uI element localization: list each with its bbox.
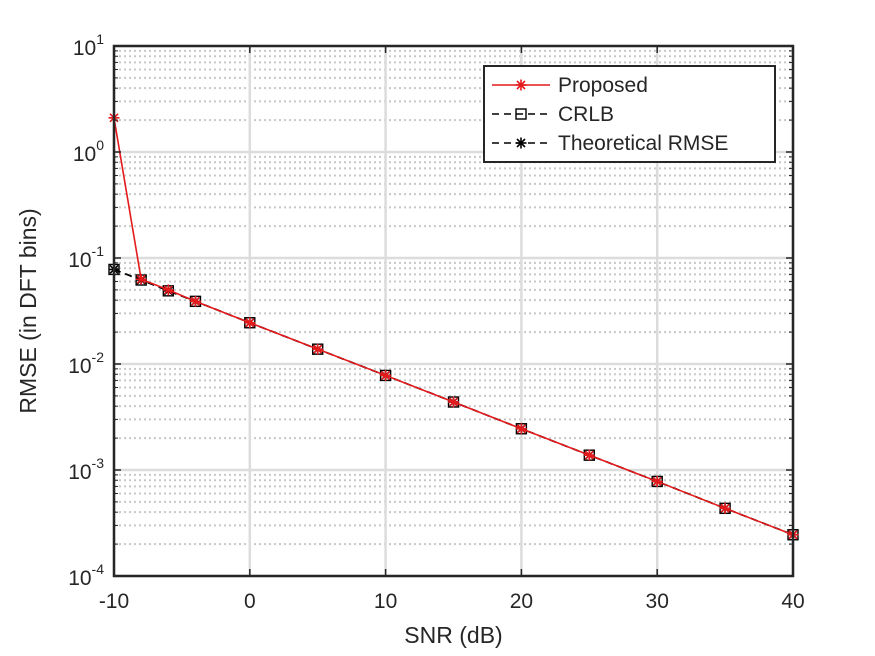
legend-sample-crlb bbox=[492, 108, 550, 120]
axis-ticks: -10 0 10 20 30 40 10-4 10-3 10-2 10-1 100 101 bbox=[68, 31, 804, 613]
legend-entry-crlb: CRLB bbox=[492, 103, 614, 126]
legend-label-proposed: Proposed bbox=[558, 74, 648, 97]
x-tick-label: 0 bbox=[244, 590, 256, 613]
data-point-proposed bbox=[312, 343, 324, 355]
data-point-proposed bbox=[448, 396, 459, 408]
data-point-proposed bbox=[719, 502, 731, 514]
legend-label-crlb: CRLB bbox=[558, 103, 614, 126]
series-proposed bbox=[108, 112, 799, 541]
legend-marker-sample bbox=[515, 137, 527, 149]
legend-sample-theoretical-rmse bbox=[492, 137, 550, 149]
data-point-proposed bbox=[380, 369, 392, 381]
legend-label-theoretical-rmse: Theoretical RMSE bbox=[558, 132, 728, 155]
data-point-proposed bbox=[651, 475, 663, 487]
legend: Proposed CRLB Theoretical RMSE bbox=[483, 65, 776, 163]
legend-entry-proposed: Proposed bbox=[492, 74, 648, 97]
data-point-proposed bbox=[162, 284, 174, 296]
x-tick-label: 20 bbox=[510, 590, 533, 613]
data-point-proposed bbox=[583, 449, 595, 461]
x-tick-label: 40 bbox=[781, 590, 804, 613]
y-tick-label: 10-2 bbox=[68, 349, 104, 378]
data-point-proposed bbox=[189, 295, 201, 307]
y-tick-label: 10-4 bbox=[68, 561, 104, 590]
y-tick-label: 10-1 bbox=[68, 243, 104, 272]
legend-marker-sample bbox=[515, 108, 527, 120]
x-axis-label: SNR (dB) bbox=[404, 622, 502, 648]
legend-sample-proposed bbox=[492, 79, 550, 91]
y-axis-label: RMSE (in DFT bins) bbox=[15, 208, 41, 413]
y-tick-label: 10-3 bbox=[68, 455, 104, 484]
legend-marker-sample bbox=[515, 79, 527, 91]
data-point-proposed bbox=[515, 423, 527, 435]
x-tick-label: 10 bbox=[374, 590, 397, 613]
data-point-proposed bbox=[135, 273, 147, 285]
plot-frame bbox=[112, 44, 795, 578]
data-point-proposed bbox=[244, 317, 256, 329]
x-tick-label: 30 bbox=[646, 590, 669, 613]
y-tick-label: 101 bbox=[73, 31, 104, 60]
legend-entry-theoretical-rmse: Theoretical RMSE bbox=[492, 132, 728, 155]
y-tick-label: 100 bbox=[73, 137, 104, 166]
x-tick-label: -10 bbox=[99, 590, 129, 613]
series-layer bbox=[108, 112, 799, 541]
